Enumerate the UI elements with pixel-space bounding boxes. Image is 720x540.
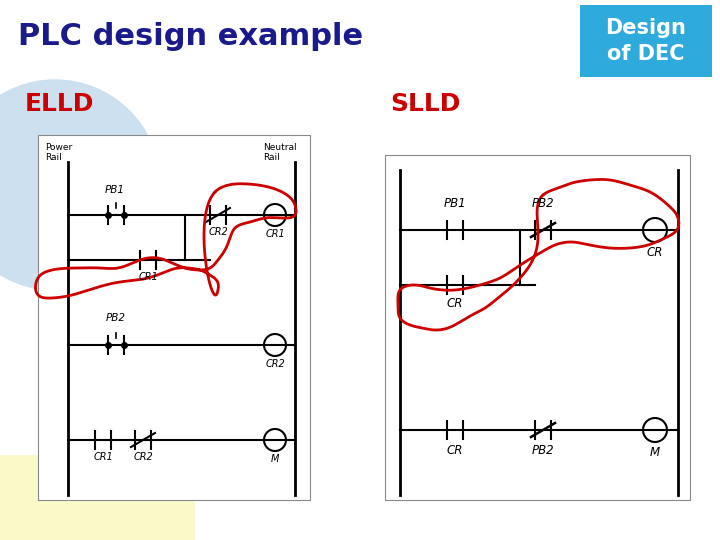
Text: PB1: PB1 xyxy=(105,185,125,195)
Text: CR1: CR1 xyxy=(93,452,113,462)
Text: CR1: CR1 xyxy=(138,272,158,282)
Text: M: M xyxy=(271,454,279,464)
Text: ELLD: ELLD xyxy=(25,92,94,116)
Circle shape xyxy=(0,80,160,290)
Text: PB1: PB1 xyxy=(444,197,467,210)
Text: M: M xyxy=(650,446,660,459)
Text: CR2: CR2 xyxy=(265,359,285,369)
Text: SLLD: SLLD xyxy=(390,92,460,116)
Text: PB2: PB2 xyxy=(531,444,554,457)
FancyBboxPatch shape xyxy=(38,135,310,500)
Text: PB2: PB2 xyxy=(106,313,126,323)
FancyBboxPatch shape xyxy=(0,455,195,540)
Text: CR: CR xyxy=(647,246,663,259)
Text: PB2: PB2 xyxy=(531,197,554,210)
Text: CR2: CR2 xyxy=(133,452,153,462)
Text: CR2: CR2 xyxy=(208,227,228,237)
Text: Power
Rail: Power Rail xyxy=(45,143,72,163)
FancyBboxPatch shape xyxy=(580,5,712,77)
FancyBboxPatch shape xyxy=(385,155,690,500)
Text: CR: CR xyxy=(447,297,463,310)
Text: CR: CR xyxy=(447,444,463,457)
Text: Design
of DEC: Design of DEC xyxy=(606,18,686,64)
Text: PLC design example: PLC design example xyxy=(18,22,363,51)
Text: CR1: CR1 xyxy=(265,229,285,239)
Text: Neutral
Rail: Neutral Rail xyxy=(263,143,297,163)
